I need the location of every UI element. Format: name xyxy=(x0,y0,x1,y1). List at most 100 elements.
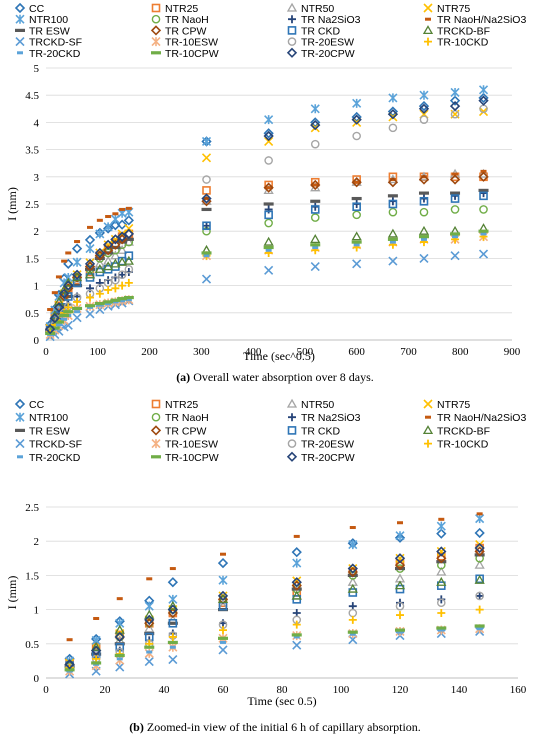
b-series-tr-10ckd xyxy=(65,605,484,672)
b-point-tr-10ckd-7 xyxy=(348,615,357,624)
a-y-tick-label-8: 4 xyxy=(34,117,40,129)
b-point-cc-9 xyxy=(436,528,447,539)
a-point-tr-10cpw-13 xyxy=(263,245,274,250)
b-x-tick-label-1: 20 xyxy=(100,684,112,696)
b-point-tr-20esw-9 xyxy=(436,598,446,608)
a-point-tr-naoh-na2sio3-4 xyxy=(65,251,72,255)
b-point-tr-naoh-na2sio3-1 xyxy=(93,616,100,620)
a-point-tr-esw-9 xyxy=(110,245,121,250)
a-legend: CC NTR25 NTR50 NTR75 NTR100 TR NaoH TR Na2SiO3… xyxy=(14,2,526,60)
a-point-tr-na2sio3-6 xyxy=(86,284,95,293)
a-y-tick-label-5: 2.5 xyxy=(25,199,39,211)
a-point-tr-20esw-16 xyxy=(388,123,398,133)
a-point-tr-na2sio3-12 xyxy=(202,221,211,230)
b-legend-label-tr-10cpw: TR-10CPW xyxy=(165,452,219,464)
a-caption: (a) Overall water absorption over 8 days… xyxy=(176,370,374,384)
a-legend-marker-ntr75 xyxy=(423,3,433,13)
b-point-tr-cpw-8 xyxy=(394,560,406,571)
a-point-trckd-bf-2 xyxy=(53,296,65,306)
a-y-tick-label-1: 0.5 xyxy=(25,308,39,320)
a-point-tr-10cpw-16 xyxy=(387,237,398,241)
a-point-trckd-bf-6 xyxy=(84,269,96,279)
a-point-tr-ckd-19 xyxy=(479,191,488,201)
a-point-ntr50-10 xyxy=(116,244,128,254)
a-x-tick-label-6: 600 xyxy=(348,346,365,358)
a-legend-marker-tr-esw xyxy=(15,28,25,32)
b-legend-label-cc: CC xyxy=(29,399,45,411)
a-point-tr-ckd-11 xyxy=(124,251,134,260)
b-series-tr-naoh-na2sio3 xyxy=(66,512,483,642)
a-point-trckd-sf-17 xyxy=(419,253,429,263)
a-x-tick-label-2: 200 xyxy=(141,346,158,358)
b-point-tr-20ckd-8 xyxy=(397,630,403,634)
b-point-tr-20cpw-4 xyxy=(167,604,178,615)
b-legend-marker-tr-naoh-na2sio3 xyxy=(425,415,431,419)
a-point-tr-20ckd-19 xyxy=(480,232,487,236)
a-point-tr-20ckd-18 xyxy=(452,235,459,239)
b-point-tr-20cpw-9 xyxy=(436,546,447,557)
b-legend-marker-tr-naoh xyxy=(151,412,161,422)
a-point-tr-10cpw-12 xyxy=(201,251,212,255)
b-caption-text: Zoomed-in view of the initial 6 h of cap… xyxy=(144,720,421,734)
a-point-tr-naoh-na2sio3-5 xyxy=(74,240,81,244)
a-point-tr-na2sio3-10 xyxy=(118,270,127,279)
a-point-cc-6 xyxy=(84,234,96,246)
b-point-tr-10cpw-1 xyxy=(91,661,102,665)
a-point-ntr75-19 xyxy=(478,106,489,117)
a-legend-marker-trckd-bf xyxy=(422,25,434,35)
a-point-ntr100-17 xyxy=(419,90,429,100)
a-point-tr-10cpw-15 xyxy=(351,240,362,244)
a-point-trckd-bf-11 xyxy=(123,255,134,265)
b-point-trckd-sf-4 xyxy=(168,654,178,665)
a-legend-label-tr-esw: TR ESW xyxy=(29,25,70,37)
a-point-trckd-bf-14 xyxy=(310,234,321,244)
a-x-tick-label-7: 700 xyxy=(400,346,417,358)
a-point-tr-10ckd-6 xyxy=(86,293,95,302)
a-legend-marker-cc xyxy=(14,2,26,14)
a-point-tr-10cpw-3 xyxy=(59,313,70,318)
a-x-tick-label-1: 100 xyxy=(90,346,107,358)
a-point-tr-20cpw-6 xyxy=(84,258,96,269)
a-point-tr-10cpw-17 xyxy=(418,235,429,239)
a-point-ntr50-7 xyxy=(94,258,105,268)
b-point-ntr100-6 xyxy=(292,558,302,568)
a-point-tr-20ckd-14 xyxy=(312,246,319,250)
a-point-tr-naoh-na2sio3-3 xyxy=(61,259,68,263)
a-legend-label-tr-10ckd: TR-10CKD xyxy=(437,37,489,49)
b-legend-label-tr-10esw: TR-10ESW xyxy=(165,439,218,451)
a-point-tr-ckd-16 xyxy=(388,199,398,209)
a-point-trckd-bf-10 xyxy=(116,256,128,266)
a-point-tr-20cpw-11 xyxy=(123,228,134,240)
b-legend-marker-tr-20cpw xyxy=(286,451,298,462)
chart-a-overall-absorption: 0 0.5 1 1.5 2 2.5 3 3.5 4 4.5 5 0 100 200 300 400 500 600… xyxy=(5,2,526,384)
a-point-tr-10ckd-8 xyxy=(104,285,113,294)
b-legend-label-trckd-bf: TRCKD-BF xyxy=(437,425,490,437)
a-point-trckd-bf-8 xyxy=(103,261,114,271)
b-legend-marker-cc xyxy=(14,398,26,410)
a-point-tr-naoh-na2sio3-19 xyxy=(480,169,487,173)
a-point-tr-naoh-17 xyxy=(419,207,429,217)
a-point-tr-naoh-na2sio3-11 xyxy=(125,206,132,210)
b-legend-label-tr-20esw: TR-20ESW xyxy=(301,439,354,451)
a-point-tr-20esw-14 xyxy=(310,139,320,149)
a-point-ntr75-15 xyxy=(352,117,362,127)
b-point-trckd-sf-2 xyxy=(115,662,125,672)
a-point-tr-cpw-16 xyxy=(387,177,399,188)
a-point-tr-20esw-10 xyxy=(117,270,127,280)
a-point-tr-20ckd-10 xyxy=(119,299,126,303)
b-legend-label-ntr75: NTR75 xyxy=(437,399,470,411)
b-point-tr-20ckd-4 xyxy=(169,645,176,649)
a-point-ntr50-8 xyxy=(103,255,114,265)
b-point-trckd-sf-3 xyxy=(144,657,154,667)
a-legend-marker-tr-20esw xyxy=(287,37,297,46)
a-point-tr-10cpw-6 xyxy=(85,304,96,308)
b-y-tick-label-1: 0.5 xyxy=(25,639,39,651)
b-point-ntr50-9 xyxy=(436,566,447,576)
a-point-tr-10cpw-10 xyxy=(117,297,128,301)
a-point-tr-naoh-14 xyxy=(310,213,320,222)
b-point-tr-10cpw-5 xyxy=(218,636,228,640)
a-point-tr-20cpw-0 xyxy=(45,323,56,335)
a-point-tr-20cpw-7 xyxy=(94,247,105,259)
b-point-tr-naoh-na2sio3-0 xyxy=(66,638,73,642)
a-point-trckd-sf-19 xyxy=(478,249,489,259)
